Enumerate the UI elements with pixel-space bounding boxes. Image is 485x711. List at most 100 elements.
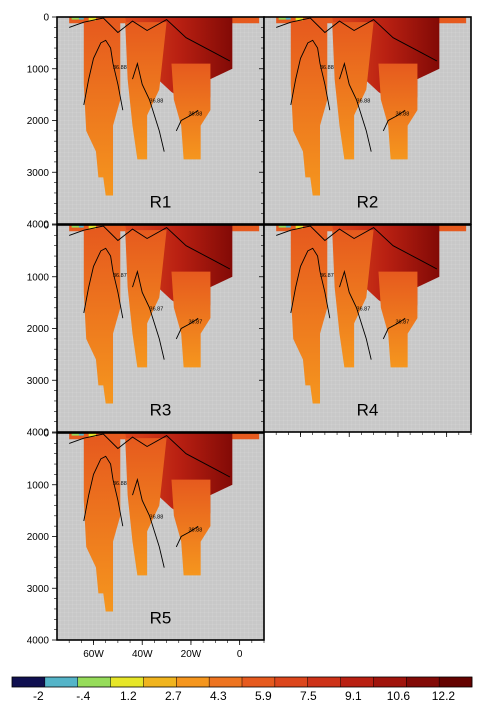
colorbar-segment bbox=[209, 677, 243, 687]
middle-basin-column bbox=[125, 230, 167, 368]
x-tick-label: 0 bbox=[237, 649, 243, 660]
contour-label: 36.88 bbox=[320, 65, 334, 71]
western-basin-column bbox=[83, 22, 121, 196]
contour-line bbox=[290, 247, 331, 319]
y-tick-label: 3000 bbox=[27, 584, 50, 595]
contour-line bbox=[382, 109, 406, 132]
y-tick-label: 4000 bbox=[27, 428, 50, 439]
colorbar-segment bbox=[274, 677, 309, 687]
y-tick-label: 2000 bbox=[27, 532, 50, 543]
colorbar-segment bbox=[110, 677, 144, 687]
western-basin-column bbox=[290, 230, 328, 404]
surface-cold-spot-2 bbox=[78, 17, 84, 20]
colorbar-segment bbox=[44, 677, 79, 687]
contour-line bbox=[175, 109, 199, 132]
middle-basin-column bbox=[332, 22, 374, 160]
eastern-basin-column bbox=[378, 63, 418, 160]
contour-line bbox=[339, 61, 372, 152]
colorbar-label: 2.7 bbox=[165, 689, 182, 703]
contour-line bbox=[83, 247, 124, 319]
contour-label: 36.88 bbox=[189, 111, 203, 117]
contour-label: 36.88 bbox=[396, 111, 410, 117]
contour-label: 36.87 bbox=[320, 273, 334, 279]
contour-line bbox=[69, 225, 231, 270]
x-tick-label: 60W bbox=[83, 649, 104, 660]
y-tick-label: 1000 bbox=[27, 272, 50, 283]
colorbar-label: -2 bbox=[33, 689, 44, 703]
y-tick-label: 1000 bbox=[27, 64, 50, 75]
contour-line bbox=[132, 269, 165, 360]
colorbar-segment bbox=[12, 677, 46, 687]
contour-line bbox=[83, 39, 124, 111]
western-basin-column bbox=[83, 438, 121, 612]
contour-label: 36.88 bbox=[357, 98, 371, 104]
colorbar-label: 10.6 bbox=[387, 689, 411, 703]
colorbar-label: 7.5 bbox=[300, 689, 317, 703]
x-tick-label: 40W bbox=[132, 649, 153, 660]
panel-label: R4 bbox=[357, 400, 379, 419]
panel-label: R2 bbox=[357, 192, 379, 211]
y-tick-label: 1000 bbox=[27, 480, 50, 491]
surface-cold-spot-2 bbox=[285, 17, 291, 20]
surface-cold-spot-3 bbox=[88, 433, 96, 437]
colorbar-segment bbox=[340, 677, 374, 687]
panel-r1: 36.88 36.88 36.88 R1 0 1000 2000 3000 4000 bbox=[27, 13, 265, 231]
colorbar-segment bbox=[77, 677, 111, 687]
panel-label: R1 bbox=[150, 192, 172, 211]
contour-label: 36.88 bbox=[150, 98, 164, 104]
contour-line bbox=[132, 477, 165, 568]
surface-cold-spot-2 bbox=[285, 225, 291, 228]
contour-label: 36.87 bbox=[150, 306, 164, 312]
surface-cold-spot-2 bbox=[78, 433, 84, 436]
contour-line bbox=[276, 17, 438, 62]
contour-label: 36.87 bbox=[357, 306, 371, 312]
eastern-basin-column bbox=[171, 479, 211, 576]
y-tick-label: 3000 bbox=[27, 376, 50, 387]
colorbar-label: 12.2 bbox=[432, 689, 456, 703]
contour-label: 36.87 bbox=[189, 319, 203, 325]
colorbar-segment bbox=[176, 677, 210, 687]
eastern-basin-column bbox=[378, 271, 418, 368]
western-basin-column bbox=[290, 22, 328, 196]
contour-line bbox=[83, 455, 124, 527]
colorbar-label: 4.3 bbox=[210, 689, 227, 703]
contour-label: 36.88 bbox=[113, 65, 127, 71]
panel-group: 36.88 36.88 36.88 R1 0 1000 2000 3000 4000 36.88 3… bbox=[27, 13, 472, 660]
colorbar-label: 9.1 bbox=[345, 689, 362, 703]
panel-r3: 36.87 36.87 36.87 R3 0 1000 2000 3000 4000 bbox=[27, 221, 265, 439]
contour-label: 36.88 bbox=[189, 527, 203, 533]
colorbar-label: 1.2 bbox=[120, 689, 137, 703]
contour-label: 36.87 bbox=[113, 273, 127, 279]
y-tick-label: 0 bbox=[43, 429, 49, 440]
contour-line bbox=[69, 17, 231, 62]
y-tick-label: 0 bbox=[43, 13, 49, 24]
surface-cold-spot-1 bbox=[71, 225, 79, 228]
y-tick-label: 2000 bbox=[27, 116, 50, 127]
colorbar-segment bbox=[242, 677, 276, 687]
colorbar-segment bbox=[439, 677, 473, 687]
contour-line bbox=[290, 39, 331, 111]
surface-cold-spot-3 bbox=[88, 225, 96, 229]
surface-cold-spot-1 bbox=[278, 17, 286, 20]
surface-cold-spot-2 bbox=[78, 225, 84, 228]
contour-line bbox=[175, 525, 199, 548]
contour-line bbox=[276, 225, 438, 270]
y-tick-label: 3000 bbox=[27, 168, 50, 179]
colorbar-segment bbox=[406, 677, 440, 687]
colorbar-segment bbox=[373, 677, 407, 687]
colorbar: -2 -.4 1.2 2.7 4.3 5.9 7.5 9.1 10.6 12.2 bbox=[11, 676, 473, 703]
contour-line bbox=[175, 317, 199, 340]
contour-line bbox=[339, 269, 372, 360]
panel-r4: 36.87 36.87 36.87 R4 bbox=[259, 224, 472, 437]
panel-label: R5 bbox=[150, 608, 172, 627]
colorbar-label: 5.9 bbox=[255, 689, 272, 703]
colorbar-label: -.4 bbox=[76, 689, 90, 703]
middle-basin-column bbox=[125, 22, 167, 160]
contour-line bbox=[382, 317, 406, 340]
panel-label: R3 bbox=[150, 400, 172, 419]
y-tick-label: 2000 bbox=[27, 324, 50, 335]
surface-cold-spot-1 bbox=[71, 433, 79, 436]
surface-cold-spot-3 bbox=[88, 17, 96, 21]
contour-line bbox=[69, 433, 231, 478]
